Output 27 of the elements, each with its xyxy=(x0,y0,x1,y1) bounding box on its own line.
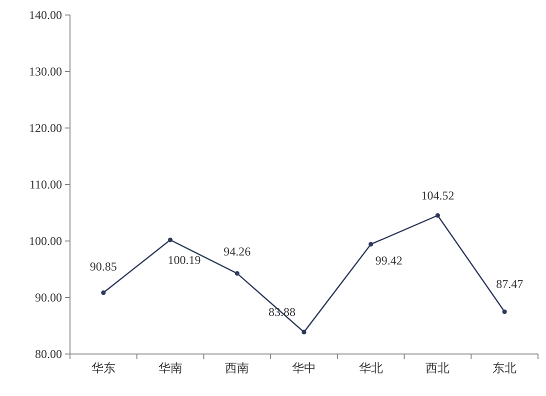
point xyxy=(101,290,106,295)
x-tick-label: 西北 xyxy=(426,361,450,375)
x-tick-label: 华北 xyxy=(358,361,383,375)
point xyxy=(502,309,507,314)
data-label: 87.47 xyxy=(496,276,524,291)
y-tick-label: 90.00 xyxy=(35,290,62,304)
point xyxy=(435,213,440,218)
y-tick-label: 130.00 xyxy=(29,64,62,78)
y-tick-label: 110.00 xyxy=(29,178,62,192)
point xyxy=(234,271,240,276)
x-tick-label: 华南 xyxy=(158,361,182,375)
point xyxy=(168,238,173,242)
point xyxy=(302,330,306,334)
x-tick-label: 东北 xyxy=(492,361,517,375)
data-label: 90.85 xyxy=(90,260,117,274)
point xyxy=(368,242,374,247)
y-tick-label: 100.00 xyxy=(29,234,62,248)
x-tick-label: 西南 xyxy=(225,361,250,375)
data-label: 100.19 xyxy=(168,252,201,267)
x-tick-label: 华中 xyxy=(292,361,316,375)
x-tick-label: 华东 xyxy=(91,361,116,375)
y-tick-label: 140.00 xyxy=(29,8,62,22)
data-label: 104.52 xyxy=(421,188,454,202)
data-label: 94.26 xyxy=(224,244,251,258)
data-label: 99.42 xyxy=(375,253,402,268)
y-tick-label: 80.00 xyxy=(35,347,62,361)
y-tick-label: 120.00 xyxy=(29,121,62,135)
